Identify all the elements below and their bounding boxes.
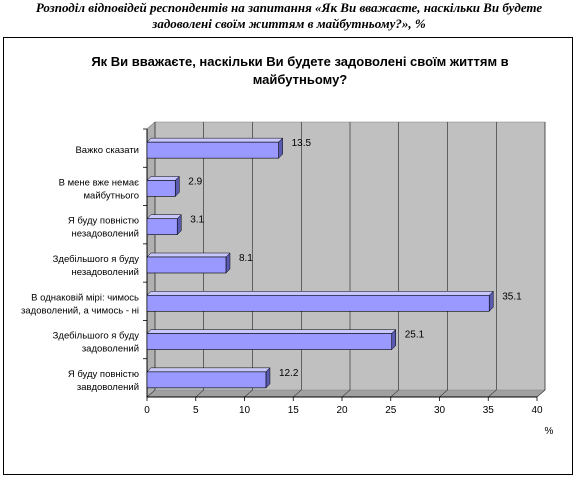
gridline-floor [195, 389, 204, 398]
gridline-floor [536, 389, 546, 398]
bar-top [146, 137, 284, 143]
gridline-floor [341, 389, 351, 398]
bar [146, 256, 227, 274]
bar-value-label: 25.1 [405, 330, 425, 341]
bar-value-label: 13.5 [292, 138, 312, 149]
bar-value-label: 2.9 [188, 176, 202, 187]
bar [146, 333, 393, 350]
figure-caption: Розподіл відповідей респондентів на запи… [0, 0, 578, 32]
x-tick-label: 25 [385, 405, 397, 416]
category-label: майбутнього [84, 190, 139, 201]
bar-top [146, 329, 397, 334]
category-label: незадоволений [72, 229, 140, 240]
category-label: Здебільшого я буду [53, 331, 140, 342]
bar-top [146, 214, 182, 219]
x-tick-label: 35 [483, 405, 495, 416]
x-tick-label: 40 [531, 405, 543, 416]
bar-top [146, 252, 231, 258]
bar-value-label: 12.2 [279, 368, 299, 379]
bar [146, 180, 176, 197]
category-label: Важко сказати [75, 145, 139, 156]
bar [146, 141, 279, 159]
bar [146, 371, 267, 389]
x-tick-label: 10 [239, 405, 251, 416]
gridline-floor [390, 389, 399, 398]
x-tick-label: 20 [336, 405, 348, 416]
category-label: В однаковій мірі: чимось [31, 292, 139, 303]
category-label: Я буду повністю [68, 216, 139, 227]
bar [146, 294, 490, 312]
gridline-floor [439, 389, 448, 398]
x-tick-label: 30 [434, 405, 446, 416]
gridline-floor [488, 389, 497, 398]
bar-value-label: 3.1 [190, 215, 204, 226]
gridline-floor [293, 389, 302, 398]
caption-line-2: задоволені своїм життям в майбутньому?»,… [152, 16, 426, 31]
category-label: В мене вже немає [59, 177, 140, 188]
gridline-floor [146, 389, 156, 398]
gridline-floor [244, 389, 253, 398]
chart-title-line-2: майбутньому? [253, 72, 348, 87]
bar [146, 218, 178, 236]
x-tick-label: 0 [144, 405, 150, 416]
bar-top [146, 291, 494, 296]
category-label: незадоволений [72, 267, 140, 278]
chart-title-line-1: Як Ви вважаєте, наскільки Ви будете задо… [91, 54, 508, 69]
category-label: задоволений [82, 344, 139, 355]
category-label: Я буду повністю [68, 369, 139, 380]
bar-top [146, 176, 180, 181]
bar-value-label: 8.1 [239, 253, 253, 264]
caption-line-1: Розподіл відповідей респондентів на запи… [35, 0, 543, 15]
x-tick-label: 5 [193, 405, 199, 416]
bar-value-label: 35.1 [502, 291, 522, 302]
x-tick-label: 15 [288, 405, 300, 416]
bar-top [146, 367, 271, 373]
category-label: завдоволений [77, 382, 139, 393]
x-axis-label: % [545, 426, 554, 437]
category-label: Здебільшого я буду [53, 254, 140, 265]
category-label: задоволений, а чимось - ні [21, 305, 139, 316]
